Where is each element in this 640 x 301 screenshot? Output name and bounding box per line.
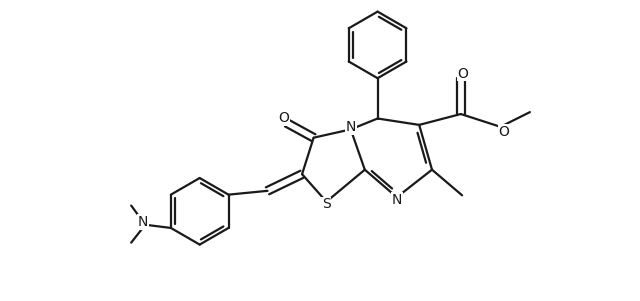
Text: N: N — [346, 120, 356, 134]
Text: N: N — [138, 215, 148, 229]
Text: N: N — [392, 193, 402, 207]
Text: O: O — [278, 111, 289, 125]
Text: O: O — [499, 125, 509, 139]
Text: S: S — [322, 197, 331, 211]
Text: O: O — [458, 67, 468, 81]
